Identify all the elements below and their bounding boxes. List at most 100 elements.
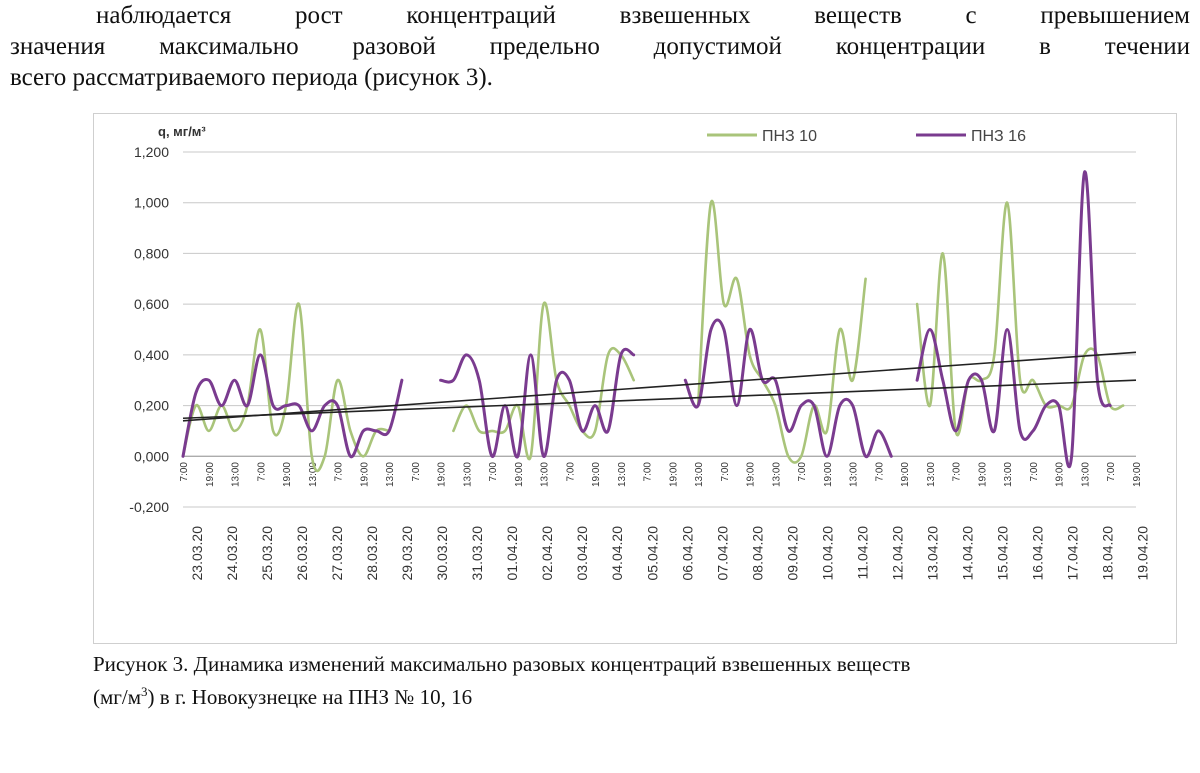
y-tick-label: 0,000 bbox=[134, 448, 169, 464]
x-time-tick-label: 19:00 bbox=[591, 462, 602, 487]
caption-unit-sup: 3 bbox=[141, 684, 148, 699]
y-tick-label: 1,000 bbox=[134, 195, 169, 211]
x-time-tick-label: 13:00 bbox=[385, 462, 396, 487]
x-time-tick-label: 19:00 bbox=[668, 462, 679, 487]
x-date-tick-label: 02.04.20 bbox=[539, 526, 555, 581]
x-time-tick-label: 7:00 bbox=[488, 462, 499, 482]
x-date-tick-label: 14.04.20 bbox=[960, 526, 976, 581]
x-time-tick-label: 7:00 bbox=[643, 462, 654, 482]
caption-unit-pre: (мг/м bbox=[93, 685, 142, 709]
caption-line-2: (мг/м3) в г. Новокузнецке на ПНЗ № 10, 1… bbox=[93, 678, 1193, 711]
x-time-tick-label: 19:00 bbox=[977, 462, 988, 487]
series-line-pnz-16 bbox=[439, 347, 636, 459]
x-time-tick-label: 13:00 bbox=[926, 462, 937, 487]
x-time-tick-label: 7:00 bbox=[1029, 462, 1040, 482]
y-axis: 1,200 1,000 0,800 0,600 0,400 0,200 0,000 -0,20… bbox=[129, 124, 206, 515]
x-date-tick-label: 29.03.20 bbox=[399, 526, 415, 581]
intro-paragraph: наблюдается рост концентраций взвешенных… bbox=[10, 0, 1190, 93]
x-date-tick-label: 19.04.20 bbox=[1135, 526, 1151, 581]
x-time-tick-label: 7:00 bbox=[720, 462, 731, 482]
chart-series bbox=[181, 170, 1137, 473]
paragraph-line-1: наблюдается рост концентраций взвешенных… bbox=[96, 2, 1190, 29]
caption-line-1: Рисунок 3. Динамика изменений максимальн… bbox=[93, 652, 911, 676]
x-time-tick-label: 19:00 bbox=[282, 462, 293, 487]
x-axis: 7:00 19:00 13:00 7:00 19:00 13:00 7:00 19:00 13:… bbox=[179, 455, 1151, 581]
y-tick-label: 1,200 bbox=[134, 144, 169, 160]
x-date-tick-label: 07.04.20 bbox=[714, 526, 730, 581]
x-date-tick-label: 28.03.20 bbox=[364, 526, 380, 581]
y-tick-label: 0,800 bbox=[134, 245, 169, 261]
x-time-tick-label: 7:00 bbox=[411, 462, 422, 482]
trend-line bbox=[182, 351, 1137, 422]
x-date-tick-label: 17.04.20 bbox=[1065, 526, 1081, 581]
x-time-tick-label: 13:00 bbox=[540, 462, 551, 487]
x-time-tick-label: 13:00 bbox=[617, 462, 628, 487]
y-axis-label: q, мг/м³ bbox=[158, 124, 206, 139]
x-time-tick-label: 19:00 bbox=[437, 462, 448, 487]
x-time-tick-label: 19:00 bbox=[900, 462, 911, 487]
paragraph-line-2: значения максимально разовой предельно д… bbox=[10, 33, 1190, 60]
x-time-tick-label: 7:00 bbox=[952, 462, 963, 482]
x-date-tick-label: 31.03.20 bbox=[469, 526, 485, 581]
x-time-tick-label: 19:00 bbox=[1132, 462, 1143, 487]
x-date-tick-label: 13.04.20 bbox=[924, 526, 940, 581]
y-tick-label: 0,600 bbox=[134, 296, 169, 312]
x-date-tick-label: 11.04.20 bbox=[854, 526, 870, 580]
figure-caption: Рисунок 3. Динамика изменений максимальн… bbox=[93, 650, 1193, 711]
x-time-tick-label: 13:00 bbox=[849, 462, 860, 487]
trend-line bbox=[182, 379, 1137, 420]
x-time-tick-label: 19:00 bbox=[746, 462, 757, 487]
x-date-tick-label: 25.03.20 bbox=[259, 526, 275, 581]
x-time-tick-label: 7:00 bbox=[797, 462, 808, 482]
y-tick-label: 0,200 bbox=[134, 398, 169, 414]
x-date-tick-label: 23.03.20 bbox=[189, 526, 205, 581]
figure-3: 1,200 1,000 0,800 0,600 0,400 0,200 0,000 -0,20… bbox=[93, 113, 1177, 644]
x-time-tick-label: 19:00 bbox=[1055, 462, 1066, 487]
series-line-pnz-16 bbox=[181, 353, 404, 459]
x-time-tick-label: 7:00 bbox=[334, 462, 345, 482]
x-date-tick-label: 04.04.20 bbox=[609, 526, 625, 581]
y-tick-label: -0,200 bbox=[129, 499, 169, 515]
series-line-pnz-10 bbox=[696, 199, 867, 464]
x-date-tick-label: 08.04.20 bbox=[749, 526, 765, 581]
x-time-tick-label: 19:00 bbox=[359, 462, 370, 487]
x-date-tick-label: 30.03.20 bbox=[434, 526, 450, 581]
x-time-tick-label: 13:00 bbox=[308, 462, 319, 487]
x-date-tick-label: 01.04.20 bbox=[504, 526, 520, 581]
x-date-tick-label: 09.04.20 bbox=[784, 526, 800, 581]
x-date-tick-label: 15.04.20 bbox=[995, 526, 1011, 581]
chart-legend: ПНЗ 10 ПНЗ 16 bbox=[707, 128, 1026, 145]
legend-label-pnz-16: ПНЗ 16 bbox=[971, 128, 1026, 145]
x-date-tick-label: 10.04.20 bbox=[819, 526, 835, 581]
x-time-tick-label: 7:00 bbox=[565, 462, 576, 482]
legend-label-pnz-10: ПНЗ 10 bbox=[762, 128, 817, 145]
series-line-pnz-16 bbox=[915, 170, 1112, 469]
x-time-tick-label: 13:00 bbox=[694, 462, 705, 487]
x-time-tick-label: 13:00 bbox=[771, 462, 782, 487]
x-date-tick-label: 16.04.20 bbox=[1030, 526, 1046, 581]
x-time-tick-label: 13:00 bbox=[1003, 462, 1014, 487]
x-time-tick-label: 19:00 bbox=[205, 462, 216, 487]
x-date-tick-label: 27.03.20 bbox=[329, 526, 345, 581]
x-time-tick-label: 7:00 bbox=[256, 462, 267, 482]
x-date-tick-label: 24.03.20 bbox=[224, 526, 240, 581]
x-time-tick-label: 13:00 bbox=[231, 462, 242, 487]
x-time-tick-label: 13:00 bbox=[462, 462, 473, 487]
paragraph-line-3: всего рассматриваемого периода (рисунок … bbox=[10, 64, 493, 91]
concentration-line-chart: 1,200 1,000 0,800 0,600 0,400 0,200 0,000 -0,20… bbox=[129, 124, 1151, 581]
x-time-tick-label: 7:00 bbox=[1106, 462, 1117, 482]
x-date-tick-label: 03.04.20 bbox=[574, 526, 590, 581]
x-time-tick-label: 19:00 bbox=[514, 462, 525, 487]
x-date-tick-label: 18.04.20 bbox=[1100, 526, 1116, 581]
x-date-tick-label: 26.03.20 bbox=[294, 526, 310, 581]
x-date-tick-label: 06.04.20 bbox=[679, 526, 695, 581]
x-time-tick-label: 19:00 bbox=[823, 462, 834, 487]
x-time-tick-label: 7:00 bbox=[874, 462, 885, 482]
caption-unit-post: ) в г. Новокузнецке на ПНЗ № 10, 16 bbox=[147, 685, 473, 709]
y-tick-label: 0,400 bbox=[134, 347, 169, 363]
x-date-tick-label: 05.04.20 bbox=[644, 526, 660, 581]
x-date-tick-label: 12.04.20 bbox=[889, 526, 905, 581]
series-line-pnz-16 bbox=[683, 318, 893, 458]
x-time-tick-label: 7:00 bbox=[179, 462, 190, 482]
x-time-tick-label: 13:00 bbox=[1080, 462, 1091, 487]
